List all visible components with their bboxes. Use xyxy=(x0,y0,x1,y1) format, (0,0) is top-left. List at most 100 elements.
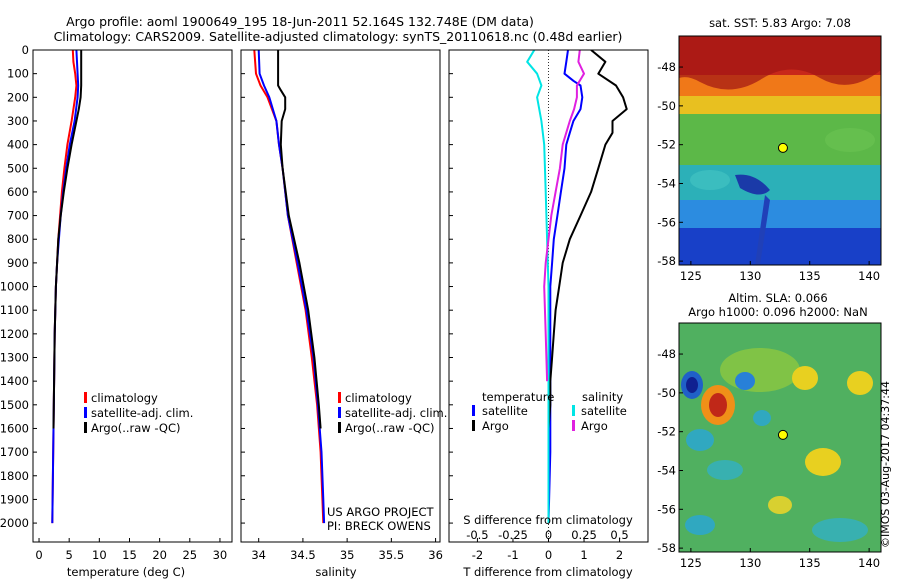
depth-tick-label: 300 xyxy=(7,114,29,128)
sla-green-patch xyxy=(720,348,800,392)
sst-warm-lobe xyxy=(679,36,881,90)
depth-tick-label: 800 xyxy=(7,232,29,246)
depth-tick-label: 1700 xyxy=(0,445,29,459)
temperature-difference-label: T difference from climatology xyxy=(462,565,633,579)
difference-depth-ticks xyxy=(449,49,453,524)
depth-tick-label: 1000 xyxy=(0,280,29,294)
x-tick-label: 20 xyxy=(152,548,167,562)
profile-line-salinity-satellite xyxy=(526,50,550,524)
x-tick-label: -1 xyxy=(507,548,518,562)
sla-profile-marker xyxy=(777,429,788,440)
lon-tick-label: 140 xyxy=(858,269,880,283)
x-tick-label: 34.5 xyxy=(290,548,316,562)
depth-tick-label: 1800 xyxy=(0,469,29,483)
sst-map-panel: sat. SST: 5.83 Argo: 7.08 125 130 135 140 -… xyxy=(657,16,882,283)
difference-profiles xyxy=(526,50,628,524)
legend-swatch-climatology xyxy=(338,392,341,403)
legend-label-sal-argo: Argo xyxy=(581,419,608,433)
lat-tick-label: -58 xyxy=(657,541,676,555)
temperature-profiles xyxy=(51,50,83,524)
lat-tick-label: -48 xyxy=(657,60,676,74)
sst-map-title: sat. SST: 5.83 Argo: 7.08 xyxy=(709,16,851,30)
depth-tick-label: 400 xyxy=(7,138,29,152)
profile-line-temperature-argo xyxy=(547,50,628,429)
depth-tick-label: 0 xyxy=(22,43,29,57)
legend-swatch-temp-argo xyxy=(472,420,475,431)
sla-cold-eddy-core xyxy=(686,377,698,393)
salinity-plot-frame xyxy=(240,49,441,543)
salinity-difference-label: S difference from climatology xyxy=(463,513,633,527)
salinity-diff-tick-label: -0.25 xyxy=(498,528,528,542)
lat-tick-label: -56 xyxy=(657,215,676,229)
legend-swatch-argo xyxy=(338,422,341,433)
x-tick-label: 0 xyxy=(35,548,42,562)
depth-tick-label: 1600 xyxy=(0,421,29,435)
lat-tick-label: -48 xyxy=(657,347,676,361)
legend-swatch-sal-argo xyxy=(572,420,575,431)
legend-label-sal-satellite: satellite xyxy=(581,404,627,418)
sla-teal-patch xyxy=(753,410,771,426)
temperature-axis-ticks: 0 5 10 15 20 25 30 xyxy=(35,538,227,562)
sst-teal-patch xyxy=(690,170,730,190)
lon-tick-label: 135 xyxy=(799,269,821,283)
salinity-depth-ticks xyxy=(241,49,245,524)
depth-tick-label: 900 xyxy=(7,256,29,270)
lat-tick-label: -54 xyxy=(657,463,676,477)
legend-label-temp-argo: Argo xyxy=(482,419,509,433)
temperature-axis-label: temperature (deg C) xyxy=(67,565,185,579)
salinity-diff-tick-label: 0.25 xyxy=(571,528,597,542)
x-tick-label: 0 xyxy=(545,548,552,562)
legend-swatch-argo xyxy=(84,422,87,433)
salinity-diff-tick-label: 0.5 xyxy=(610,528,628,542)
sla-map-frame xyxy=(678,322,882,553)
profile-line-satellite-adj-clim- xyxy=(257,50,326,524)
x-tick-label: 35 xyxy=(340,548,355,562)
x-tick-label: 34 xyxy=(251,548,266,562)
depth-tick-label: 1300 xyxy=(0,351,29,365)
sla-cold-eddy xyxy=(735,372,755,390)
lat-tick-label: -58 xyxy=(657,254,676,268)
temperature-panel: 0100200300400500600700800900100011001200… xyxy=(0,43,233,579)
legend-swatch-sal-satellite xyxy=(572,405,575,416)
legend-swatch-temp-satellite xyxy=(472,405,475,416)
depth-tick-label: 600 xyxy=(7,185,29,199)
sla-teal-patch xyxy=(685,515,715,535)
project-annotation: US ARGO PROJECT xyxy=(327,505,435,519)
depth-tick-label: 1900 xyxy=(0,492,29,506)
sla-map-field xyxy=(679,323,881,552)
sst-map-field xyxy=(679,36,881,265)
lat-tick-label: -54 xyxy=(657,176,676,190)
depth-tick-label: 1100 xyxy=(0,303,29,317)
sst-green-patch xyxy=(825,128,875,152)
temperature-legend: climatology satellite-adj. clim. Argo(..… xyxy=(84,391,193,435)
x-tick-label: 1 xyxy=(580,548,587,562)
profile-line-temperature-satellite xyxy=(547,50,584,524)
lon-tick-label: 130 xyxy=(739,269,761,283)
depth-tick-label: 1500 xyxy=(0,398,29,412)
depth-tick-label: 500 xyxy=(7,161,29,175)
sla-lat-ticks: -48 -50 -52 -54 -56 -58 xyxy=(657,347,683,555)
x-tick-label: 35.5 xyxy=(379,548,405,562)
legend-title-temperature: temperature xyxy=(482,390,554,404)
x-tick-label: 10 xyxy=(92,548,107,562)
sla-map-panel: Altim. SLA: 0.066 Argo h1000: 0.096 h200… xyxy=(657,291,882,570)
salinity-panel: 34 34.5 35 35.5 36 climatology satellite-adj… xyxy=(240,49,447,579)
legend-label-climatology: climatology xyxy=(91,391,158,405)
salinity-profiles xyxy=(253,50,326,524)
sst-map-frame xyxy=(678,35,882,266)
lon-tick-label: 130 xyxy=(739,556,761,570)
sla-warm-eddy-core xyxy=(709,393,727,417)
sla-yellow-patch xyxy=(805,448,841,476)
lat-tick-label: -52 xyxy=(657,138,676,152)
sla-yellow-patch xyxy=(768,496,792,514)
sst-profile-marker xyxy=(777,142,788,153)
imos-stamp: ©IMOS 03-Aug-2017 04:37:44 xyxy=(879,381,892,548)
sst-band-lightblue xyxy=(679,200,881,232)
legend-label-climatology: climatology xyxy=(345,391,412,405)
legend-label-argo: Argo(..raw -QC) xyxy=(345,421,435,435)
x-tick-label: 2 xyxy=(616,548,623,562)
legend-swatch-satellite xyxy=(338,407,341,418)
profile-line-argo-raw-qc- xyxy=(277,50,322,429)
lat-tick-label: -50 xyxy=(657,99,676,113)
